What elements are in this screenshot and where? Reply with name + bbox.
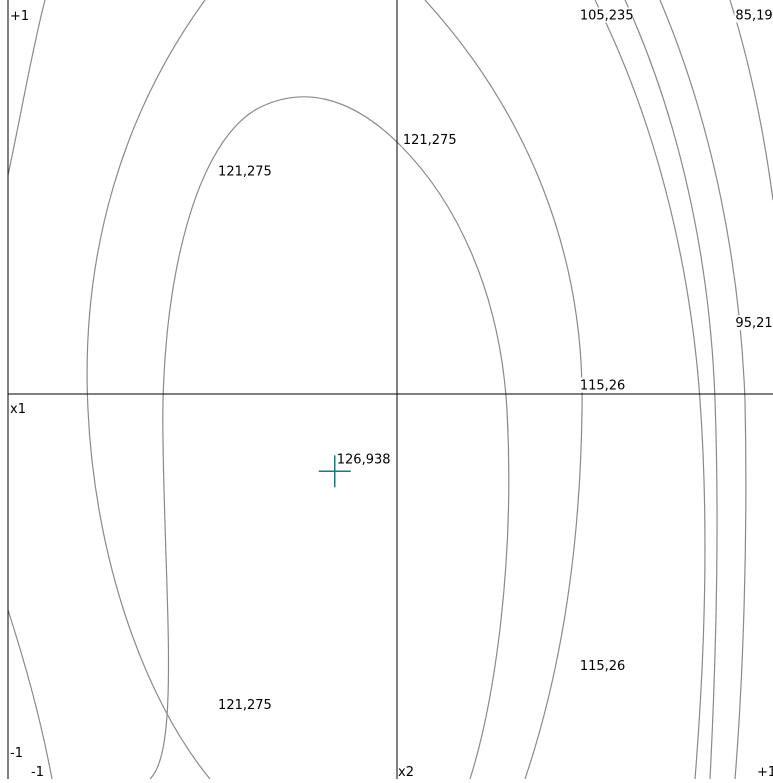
contour-line bbox=[594, 0, 706, 780]
contour-line bbox=[86, 0, 211, 780]
contour-label-background bbox=[217, 696, 271, 712]
y-bottom-tick-label: -1 bbox=[10, 746, 23, 761]
contour-value-label: 115,26 bbox=[580, 379, 626, 394]
y-top-tick-label: +1 bbox=[10, 9, 29, 24]
contour-value-label: 121,275 bbox=[403, 133, 457, 148]
axes bbox=[7, 0, 773, 779]
contour-value-label: 115,26 bbox=[580, 659, 626, 674]
contour-label-background bbox=[734, 315, 773, 331]
contour-line bbox=[659, 0, 747, 780]
contour-lines bbox=[7, 0, 773, 780]
contour-label-background bbox=[734, 7, 773, 23]
contour-line bbox=[729, 0, 773, 201]
x-right-tick-label: +1 bbox=[757, 765, 773, 779]
contour-value-label: 121,275 bbox=[218, 164, 272, 179]
contour-line bbox=[7, 609, 53, 780]
contour-line bbox=[149, 96, 510, 780]
contour-label-background bbox=[578, 7, 633, 23]
contour-value-label: 105,235 bbox=[580, 8, 634, 23]
contour-line bbox=[624, 0, 718, 780]
contour-label-background bbox=[578, 377, 626, 393]
contour-value-label: 95,21 bbox=[735, 316, 772, 331]
axis-text: +1 x1 -1 -1 x2 +1 bbox=[10, 9, 773, 780]
x-left-tick-label: -1 bbox=[31, 765, 44, 779]
y-axis-label: x1 bbox=[10, 402, 26, 417]
optimum-marker-group: 126,938 bbox=[318, 452, 391, 488]
contour-line bbox=[7, 0, 46, 176]
contour-value-label: 85,19 bbox=[735, 8, 772, 23]
contour-line bbox=[424, 0, 583, 780]
contour-label-background bbox=[578, 657, 626, 673]
x-axis-label: x2 bbox=[398, 765, 414, 779]
contour-label-background bbox=[401, 132, 456, 148]
contour-labels: 121,275 121,275 121,275 115,26 115,26 105,235… bbox=[217, 7, 773, 713]
contour-value-label: 121,275 bbox=[218, 698, 272, 713]
optimum-value-label: 126,938 bbox=[337, 452, 391, 467]
contour-label-background bbox=[217, 163, 271, 179]
